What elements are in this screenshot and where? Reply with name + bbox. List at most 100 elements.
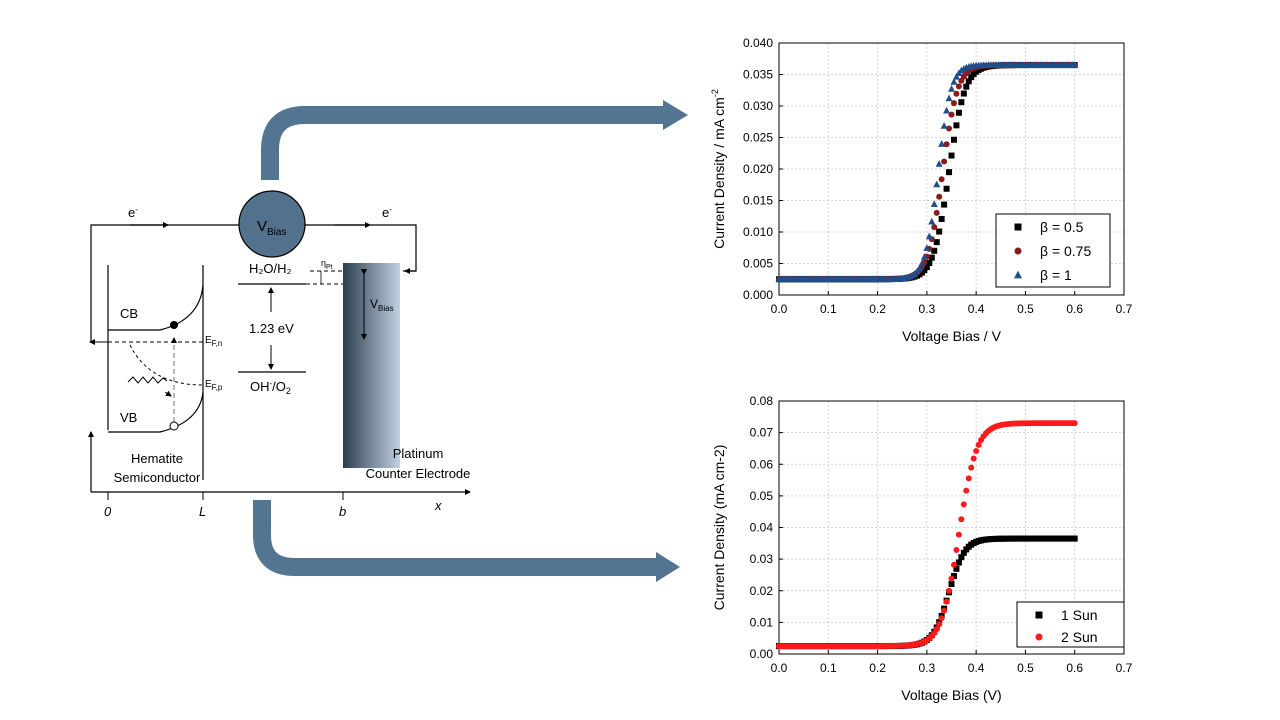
vbias-source-label: VBias	[257, 218, 286, 238]
data-point-square	[931, 247, 938, 254]
x-tick-label: 0.0	[771, 302, 788, 316]
data-point-square	[936, 228, 943, 235]
data-point-square	[953, 565, 960, 572]
x-tick-label: 0.5	[1017, 661, 1034, 675]
y-tick-label: 0.020	[743, 162, 773, 176]
y-tick-label: 0.035	[743, 68, 773, 82]
platinum-label-2: Counter Electrode	[366, 466, 471, 481]
data-point-circle	[936, 621, 943, 628]
vb-label: VB	[120, 410, 137, 425]
eta-pt-label: ηPt	[321, 258, 333, 271]
y-tick-label: 0.01	[750, 615, 774, 629]
data-point-circle	[975, 441, 982, 448]
data-point-square	[1035, 611, 1043, 619]
x-tick-label: 0.7	[1116, 661, 1133, 675]
cb-label: CB	[120, 306, 138, 321]
data-point-triangle	[943, 106, 951, 114]
axis-label-x: x	[434, 498, 442, 513]
legend-box	[1016, 601, 1125, 648]
x-tick-label: 0.7	[1116, 302, 1133, 316]
data-point-circle	[938, 176, 945, 183]
data-point-square	[968, 74, 975, 81]
data-point-circle	[950, 100, 957, 107]
electron-label-left: e-	[128, 205, 138, 220]
data-point-circle	[973, 448, 980, 455]
data-point-triangle	[928, 217, 936, 225]
hematite-label-2: Semiconductor	[114, 470, 201, 485]
data-point-square	[946, 169, 953, 176]
data-point-circle	[953, 90, 960, 97]
x-tick-label: 0.4	[968, 661, 985, 675]
y-tick-label: 0.040	[743, 36, 773, 50]
data-point-circle	[946, 125, 953, 132]
y-tick-label: 0.05	[750, 489, 774, 503]
data-point-circle	[965, 475, 972, 482]
data-point-square	[1014, 223, 1022, 231]
axis-label-L: L	[199, 504, 206, 519]
y-axis-label: Current Density (mA cm-2)	[711, 445, 727, 611]
chart-beta: 0.0 0.1 0.2 0.3 0.4 0.5 0.6 0.7 0.000 0.005 0.010 0…	[710, 36, 1133, 344]
data-point-triangle	[938, 140, 946, 147]
y-tick-label: 0.025	[743, 131, 773, 145]
data-point-square	[955, 559, 962, 566]
x-tick-label: 0.3	[919, 661, 936, 675]
electron-label-right: e-	[382, 205, 392, 220]
efn-label: EF,n	[205, 335, 222, 348]
flow-arrow-bottom	[253, 500, 680, 582]
data-point-triangle	[915, 264, 923, 272]
y-tick-label: 0.015	[743, 194, 773, 208]
data-point-square	[958, 554, 965, 561]
legend-label: β = 1	[1040, 267, 1072, 283]
data-point-circle	[955, 531, 962, 538]
circuit-wire-left	[90, 224, 240, 342]
energy-gap-label: 1.23 eV	[249, 321, 294, 336]
data-point-circle	[936, 193, 943, 200]
hole-dot	[169, 421, 179, 431]
data-point-triangle	[923, 244, 931, 251]
efp-label: EF,p	[205, 379, 223, 392]
data-point-square	[958, 99, 965, 106]
data-point-square	[938, 215, 945, 222]
fermi-level-p	[129, 344, 204, 386]
data-point-triangle	[930, 200, 938, 207]
data-point-circle	[1014, 247, 1022, 255]
data-point-square	[926, 260, 933, 267]
x-tick-label: 0.1	[820, 302, 837, 316]
data-point-square	[943, 185, 950, 192]
data-point-circle	[955, 83, 962, 90]
data-point-circle	[931, 224, 938, 231]
data-point-triangle	[950, 78, 958, 85]
photon-wave	[127, 376, 168, 384]
data-point-square	[948, 580, 955, 587]
data-point-circle	[941, 607, 948, 614]
data-point-square	[941, 201, 948, 208]
data-point-triangle	[952, 72, 960, 80]
series-circle	[776, 420, 1078, 650]
conduction-band	[108, 284, 204, 331]
data-point-circle	[963, 487, 970, 494]
data-point-triangle	[925, 232, 933, 240]
oh-o2-label: OH-/O2	[250, 379, 291, 396]
x-tick-label: 0.2	[869, 302, 886, 316]
data-point-triangle	[933, 180, 941, 188]
legend-label: 2 Sun	[1061, 629, 1098, 645]
data-point-triangle	[920, 253, 928, 260]
data-point-circle	[933, 626, 940, 633]
data-point-circle	[950, 561, 957, 568]
y-tick-label: 0.07	[750, 426, 774, 440]
vbias-source	[238, 190, 306, 258]
data-point-triangle	[918, 259, 926, 267]
data-point-square	[960, 90, 967, 97]
data-point-circle	[948, 575, 955, 582]
x-tick-label: 0.4	[968, 302, 985, 316]
y-tick-label: 0.02	[750, 584, 774, 598]
data-point-circle	[943, 141, 950, 148]
data-point-circle	[1035, 633, 1043, 641]
y-tick-label: 0.000	[743, 288, 773, 302]
data-point-square	[963, 83, 970, 90]
axis-label-0: 0	[104, 504, 112, 519]
y-tick-label: 0.00	[750, 647, 774, 661]
valence-band	[108, 391, 204, 433]
data-point-square	[953, 122, 960, 129]
data-point-triangle	[935, 160, 943, 167]
